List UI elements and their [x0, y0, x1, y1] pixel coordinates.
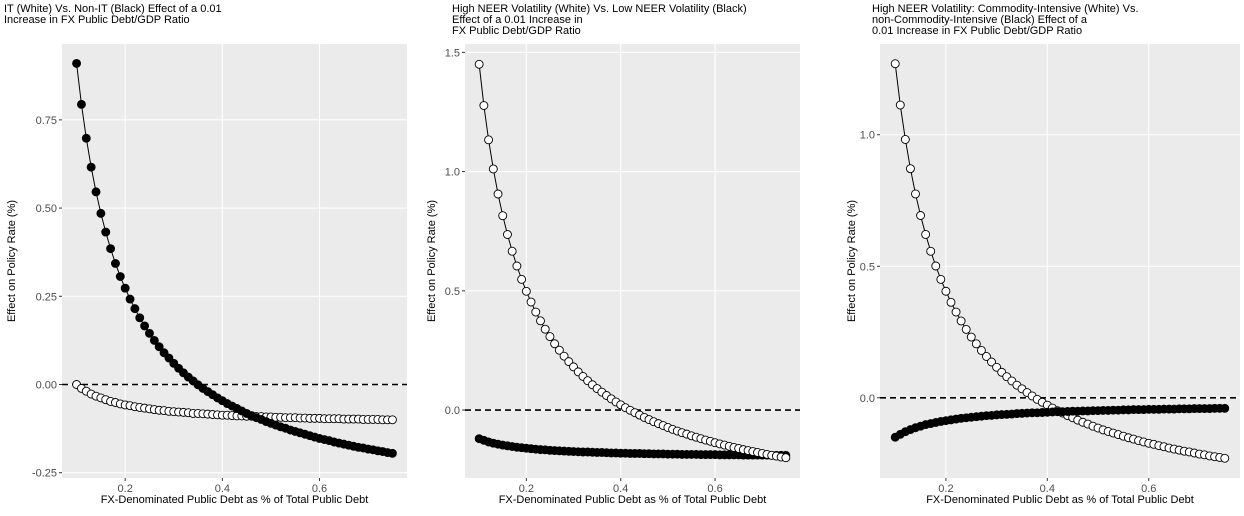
data-point — [111, 259, 120, 268]
data-point — [101, 227, 111, 237]
data-point — [931, 261, 941, 271]
data-point — [926, 246, 936, 256]
chart-title: Increase in FX Public Debt/GDP Ratio — [4, 14, 190, 26]
x-tick-label: 0.4 — [215, 483, 230, 495]
data-point — [982, 352, 991, 361]
x-tick-label: 0.2 — [519, 483, 534, 495]
data-point — [106, 244, 116, 254]
data-point — [951, 307, 961, 317]
y-axis-label: Effect on Policy Rate (%) — [426, 200, 438, 322]
data-point — [976, 345, 986, 355]
data-point — [503, 230, 512, 239]
data-point — [987, 357, 996, 367]
x-axis-label: FX-Denominated Public Debt as % of Total… — [926, 494, 1194, 506]
data-point — [545, 332, 555, 342]
chart-title: non-Commodity-Intensive (Black) Effect o… — [872, 14, 1088, 26]
data-point — [517, 274, 527, 284]
data-point — [946, 297, 956, 307]
y-tick-label: 1.0 — [860, 130, 875, 142]
data-point — [550, 339, 560, 349]
data-point — [916, 211, 926, 220]
data-point — [145, 328, 154, 338]
data-point — [488, 164, 498, 174]
chart-title: High NEER Volatility: Commodity-Intensiv… — [872, 3, 1139, 15]
data-point — [921, 229, 931, 239]
y-tick-label: 0.5 — [445, 286, 460, 298]
data-point — [91, 187, 101, 197]
data-point — [387, 448, 397, 458]
data-point — [554, 345, 564, 355]
plot-panel — [465, 44, 800, 478]
chart-title: Effect of a 0.01 Increase in — [452, 14, 583, 26]
data-point — [536, 316, 545, 326]
y-tick-label: 0.0 — [445, 405, 460, 417]
data-point — [540, 324, 550, 334]
data-point — [890, 59, 900, 69]
data-point — [154, 342, 164, 352]
data-point — [971, 339, 981, 349]
data-point — [96, 208, 106, 218]
y-tick-label: 0.50 — [36, 203, 57, 215]
x-tick-label: 0.6 — [1141, 483, 1156, 495]
x-tick-label: 0.2 — [118, 483, 133, 495]
data-point — [961, 324, 971, 334]
data-point — [120, 283, 130, 293]
data-point — [1220, 453, 1230, 463]
data-point — [81, 133, 91, 143]
data-point — [474, 59, 484, 69]
data-point — [387, 415, 397, 425]
data-point — [512, 261, 522, 271]
y-tick-label: 0.25 — [36, 291, 57, 303]
y-tick-label: 0.75 — [36, 115, 57, 127]
data-point — [125, 294, 135, 304]
x-axis-label: FX-Denominated Public Debt as % of Total… — [499, 494, 767, 506]
data-point — [135, 313, 145, 323]
y-tick-label: 0.00 — [36, 379, 57, 391]
data-point — [936, 274, 946, 284]
data-point — [140, 321, 150, 331]
y-tick-label: -0.25 — [32, 468, 57, 480]
data-point — [498, 211, 508, 221]
data-point — [72, 58, 82, 68]
chart-title: FX Public Debt/GDP Ratio — [452, 25, 581, 37]
chart-title: High NEER Volatility (White) Vs. Low NEE… — [452, 3, 747, 15]
chart-title: 0.01 Increase in FX Public Debt/GDP Rati… — [872, 25, 1082, 37]
data-point — [130, 304, 140, 314]
data-point — [115, 272, 125, 281]
data-point — [76, 99, 86, 109]
data-point — [484, 135, 494, 145]
y-tick-label: 1.0 — [445, 167, 460, 179]
data-point — [1220, 403, 1230, 413]
data-point — [531, 307, 541, 317]
y-axis-label: Effect on Policy Rate (%) — [846, 200, 858, 322]
y-tick-label: 1.5 — [445, 47, 460, 59]
x-tick-label: 0.6 — [312, 483, 327, 495]
data-point — [966, 332, 976, 342]
data-point — [526, 297, 536, 307]
data-point — [521, 286, 531, 296]
data-point — [905, 164, 915, 174]
x-axis-label: FX-Denominated Public Debt as % of Total… — [101, 494, 369, 506]
data-point — [941, 286, 951, 296]
chart-title: IT (White) Vs. Non-IT (Black) Effect of … — [4, 3, 222, 15]
x-tick-label: 0.2 — [938, 483, 953, 495]
data-point — [895, 100, 905, 110]
data-point — [911, 189, 920, 199]
data-point — [493, 189, 503, 199]
x-tick-label: 0.6 — [707, 483, 722, 495]
data-point — [149, 335, 159, 345]
data-point — [900, 135, 910, 144]
data-point — [86, 162, 96, 172]
data-point — [479, 101, 489, 110]
data-point — [507, 246, 517, 256]
data-point — [781, 453, 791, 463]
y-tick-label: 0.5 — [860, 261, 875, 273]
x-tick-label: 0.4 — [1040, 483, 1055, 495]
y-axis-label: Effect on Policy Rate (%) — [6, 200, 18, 322]
y-tick-label: 0.0 — [860, 393, 875, 405]
x-tick-label: 0.4 — [613, 483, 628, 495]
data-point — [956, 316, 966, 326]
